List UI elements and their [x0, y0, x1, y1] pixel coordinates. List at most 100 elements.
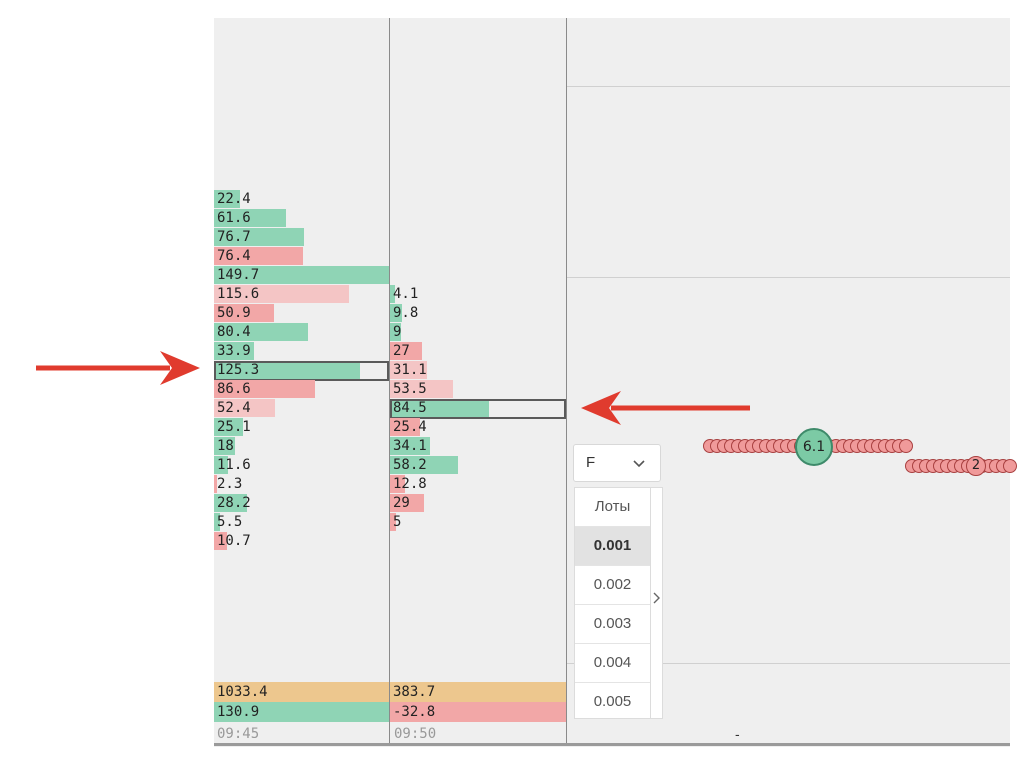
- volume-bar: [214, 247, 304, 265]
- volume-bar: [214, 342, 254, 360]
- highlighted-level[interactable]: [390, 399, 566, 419]
- cluster-row: 34.1: [390, 437, 566, 456]
- chart-divider: [566, 18, 567, 745]
- volume-value: 2.3: [217, 476, 243, 492]
- volume-value: 25.1: [217, 419, 251, 435]
- cluster-row: 25.1: [214, 418, 389, 437]
- trade-bubble[interactable]: [1003, 459, 1017, 473]
- highlighted-level[interactable]: [214, 361, 389, 381]
- volume-bar: [390, 323, 401, 341]
- volume-value: 25.4: [393, 419, 427, 435]
- cluster-row: 125.3: [214, 361, 389, 380]
- chevron-right-icon[interactable]: [652, 590, 662, 606]
- volume-bar: [390, 494, 425, 512]
- cluster-row: 53.5: [390, 380, 566, 399]
- volume-value: 86.6: [217, 381, 251, 397]
- volume-bar: [390, 418, 420, 436]
- cluster-row: 5.5: [214, 513, 389, 532]
- trade-bubble[interactable]: [899, 439, 913, 453]
- lot-option[interactable]: 0.001: [575, 526, 650, 565]
- cluster-row: 27: [390, 342, 566, 361]
- volume-value: 10.7: [217, 533, 251, 549]
- volume-value: 11.6: [217, 457, 251, 473]
- lot-option[interactable]: 0.002: [575, 565, 650, 604]
- volume-value: 29: [393, 495, 410, 511]
- volume-bar: [390, 399, 490, 417]
- volume-bar: [214, 494, 247, 512]
- volume-value: 50.9: [217, 305, 251, 321]
- arrow-left-icon: [581, 391, 750, 425]
- cluster-row: 31.1: [390, 361, 566, 380]
- cluster-row: 115.6: [214, 285, 389, 304]
- large-trade-bubble[interactable]: 6.1: [795, 428, 833, 466]
- cluster-row: 50.9: [214, 304, 389, 323]
- cluster-row: 33.9: [214, 342, 389, 361]
- volume-bar: [214, 304, 274, 322]
- cluster-row: 22.4: [214, 190, 389, 209]
- volume-bar: [214, 475, 217, 493]
- cluster-row: 76.7: [214, 228, 389, 247]
- volume-value: 31.1: [393, 362, 427, 378]
- volume-bar: [214, 380, 316, 398]
- trade-bubble[interactable]: 2: [966, 456, 986, 476]
- volume-value: 33.9: [217, 343, 251, 359]
- lot-option[interactable]: 0.004: [575, 643, 650, 682]
- volume-value: 12.8: [393, 476, 427, 492]
- volume-value: 22.4: [217, 191, 251, 207]
- volume-value: 84.5: [393, 400, 427, 416]
- lots-panel-edge: [651, 487, 663, 719]
- volume-bar: [214, 266, 389, 284]
- cluster-row: 9.8: [390, 304, 566, 323]
- cluster-row: 28.2: [214, 494, 389, 513]
- grid-line: [567, 86, 1010, 87]
- cluster-row: 149.7: [214, 266, 389, 285]
- volume-value: 5: [393, 514, 402, 530]
- volume-bar: [214, 513, 221, 531]
- volume-bar: [390, 437, 431, 455]
- volume-bar: [390, 285, 395, 303]
- volume-value: 149.7: [217, 267, 260, 283]
- lot-option[interactable]: 0.005: [575, 682, 650, 721]
- volume-bar: [390, 304, 402, 322]
- cluster-row: 12.8: [390, 475, 566, 494]
- volume-bar: [214, 209, 286, 227]
- cluster-row: 5: [390, 513, 566, 532]
- cluster-row: 29: [390, 494, 566, 513]
- volume-bar: [214, 323, 308, 341]
- volume-bar: [390, 380, 453, 398]
- axis-mark: -: [735, 726, 740, 742]
- arrow-right-icon: [36, 351, 200, 385]
- time-label: 09:45: [217, 726, 260, 742]
- volume-bar: [214, 532, 227, 550]
- cluster-row: 84.5: [390, 399, 566, 418]
- volume-value: 4.1: [393, 286, 419, 302]
- volume-value: 27: [393, 343, 410, 359]
- volume-value: 115.6: [217, 286, 260, 302]
- volume-value: 52.4: [217, 400, 251, 416]
- grid-line: [567, 277, 1010, 278]
- volume-value: 80.4: [217, 324, 251, 340]
- volume-bar: [390, 456, 459, 474]
- cluster-row: 9: [390, 323, 566, 342]
- dropdown-label: F: [586, 454, 596, 471]
- cluster-row: 10.7: [214, 532, 389, 551]
- cluster-row: 4.1: [390, 285, 566, 304]
- volume-bar: [214, 228, 304, 246]
- volume-bar: [390, 342, 422, 360]
- cluster-row: 76.4: [214, 247, 389, 266]
- volume-value: 58.2: [393, 457, 427, 473]
- volume-bar: [214, 190, 241, 208]
- volume-value: 18: [217, 438, 234, 454]
- volume-bar: [214, 437, 236, 455]
- filter-dropdown[interactable]: F: [573, 444, 661, 482]
- volume-value: 34.1: [393, 438, 427, 454]
- volume-bar: [214, 418, 244, 436]
- grid-line: [567, 663, 1010, 664]
- time-axis-bar: [214, 743, 1010, 746]
- cluster-row: 18: [214, 437, 389, 456]
- volume-value: 5.5: [217, 514, 243, 530]
- delta-cell: 130.9: [214, 702, 389, 722]
- lot-option[interactable]: 0.003: [575, 604, 650, 643]
- cluster-row: 2.3: [214, 475, 389, 494]
- volume-bar: [390, 361, 427, 379]
